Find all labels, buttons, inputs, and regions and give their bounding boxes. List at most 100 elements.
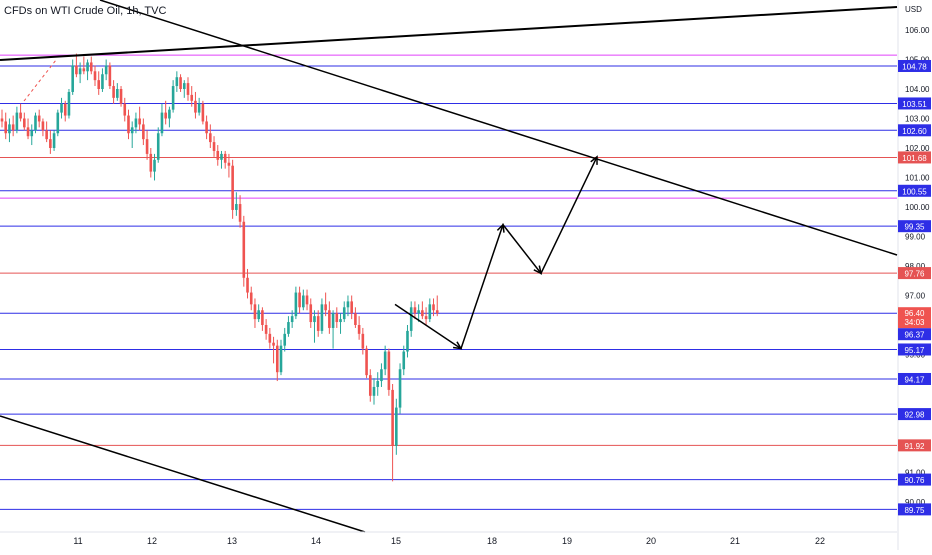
countdown-tag: 34:03 [904, 318, 925, 327]
time-tick-label: 21 [730, 536, 740, 546]
candle-body [339, 319, 342, 323]
dashed-move-line [23, 59, 57, 102]
candle-body [97, 80, 101, 89]
candle-body [60, 103, 63, 113]
candle-body [406, 330, 409, 352]
candle-body [49, 139, 52, 148]
candle-body [119, 89, 123, 104]
candle-body [331, 313, 335, 328]
candle-body [112, 86, 115, 98]
level-price-tag: 95.17 [904, 346, 925, 355]
candle-body [268, 333, 272, 343]
candle-body [205, 121, 208, 134]
candle-body [30, 130, 34, 137]
candle-body [71, 65, 74, 92]
currency-label: USD [905, 5, 922, 14]
candle-body [324, 304, 327, 311]
candle-body [421, 310, 424, 317]
candle-body [298, 292, 301, 308]
candle-body [350, 301, 353, 314]
candle-body [253, 304, 257, 320]
time-tick-label: 20 [646, 536, 656, 546]
candle-body [391, 389, 394, 446]
candle-body [160, 112, 164, 134]
extra-price-tag-bg [898, 328, 931, 341]
candle-body [231, 165, 234, 210]
level-price-tag-bg [898, 97, 931, 110]
candle-body [428, 304, 432, 320]
candle-body [145, 139, 149, 154]
candle-body [342, 307, 346, 320]
candle-body [41, 121, 45, 131]
candle-body [138, 118, 141, 125]
candle-body [320, 304, 324, 331]
candle-body [197, 103, 201, 113]
projection-arrowhead [452, 341, 463, 350]
candle-body [402, 351, 406, 370]
level-price-tag: 92.98 [904, 411, 925, 420]
candle-body [242, 221, 246, 278]
candle-body [45, 130, 48, 140]
candle-body [287, 322, 290, 334]
candle-body [11, 124, 15, 131]
candle-body [93, 71, 97, 81]
level-price-tag: 103.51 [902, 100, 927, 109]
time-tick-label: 18 [487, 536, 497, 546]
current-price-bg [898, 307, 931, 329]
candle-body [127, 115, 130, 134]
candle-body [302, 295, 305, 308]
candle-body [168, 109, 171, 119]
candle-body [328, 310, 331, 328]
candle-body [156, 133, 160, 160]
candle-body [78, 68, 82, 75]
candle-body [346, 301, 350, 308]
candle-body [175, 77, 179, 87]
level-price-tag: 102.60 [902, 127, 927, 136]
candle-body [52, 133, 56, 148]
candle-body [220, 153, 223, 160]
level-price-tag-bg [898, 372, 931, 385]
candle-body [190, 94, 194, 101]
level-price-tag-bg [898, 151, 931, 164]
level-price-tag: 91.92 [904, 442, 925, 451]
candle-body [357, 325, 361, 334]
projection-arrowhead [533, 265, 543, 275]
candle-body [75, 65, 78, 75]
candle-body [376, 381, 380, 387]
level-price-tag: 97.76 [904, 270, 925, 279]
candle-body [216, 150, 220, 160]
candle-body [335, 313, 339, 323]
price-tick-label: 91.00 [905, 469, 926, 478]
time-tick-label: 11 [73, 536, 82, 546]
candle-body [153, 159, 156, 172]
candle-body [264, 325, 268, 334]
candle-body [272, 342, 275, 346]
candle-body [227, 162, 231, 166]
candle-body [380, 369, 383, 382]
candle-body [246, 277, 249, 293]
candle-body [238, 204, 242, 222]
candle-body [101, 74, 104, 89]
candle-body [19, 112, 22, 119]
level-price-tag-bg [898, 439, 931, 452]
level-price-tag-bg [898, 267, 931, 280]
candle-body [261, 310, 264, 325]
candle-body [417, 310, 420, 314]
candle-body [387, 351, 391, 390]
candle-body [171, 86, 175, 110]
level-price-tag: 101.68 [902, 154, 927, 163]
level-price-tag: 90.76 [904, 476, 925, 485]
candle-body [23, 118, 26, 128]
candle-body [294, 292, 298, 317]
candle-body [89, 62, 93, 72]
candle-body [409, 307, 413, 331]
candle-body [164, 112, 167, 119]
level-price-tag-bg [898, 124, 931, 137]
price-tick-label: 99.00 [905, 233, 926, 242]
candle-body [201, 103, 205, 122]
candle-body [179, 77, 182, 89]
candle-body [67, 91, 71, 116]
candle-body [82, 68, 86, 72]
